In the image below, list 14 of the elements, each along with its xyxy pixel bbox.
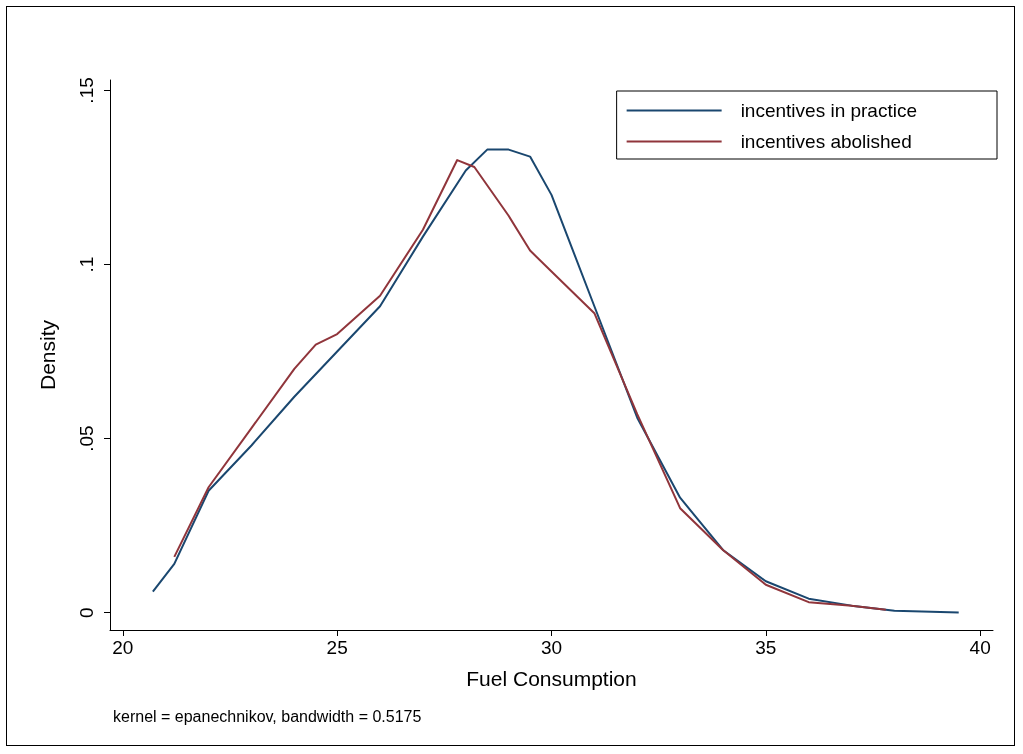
x-tick-label: 25 (326, 637, 348, 658)
x-tick-label: 40 (969, 637, 991, 658)
legend-label: incentives abolished (740, 131, 912, 152)
y-tick-label: .1 (76, 256, 97, 273)
y-axis-title: Density (36, 319, 59, 391)
x-tick-label: 35 (755, 637, 777, 658)
legend-label: incentives in practice (740, 100, 918, 121)
y-tick-label: .05 (76, 425, 97, 452)
x-tick-label: 20 (112, 637, 134, 658)
y-tick-label: 0 (76, 607, 97, 618)
x-axis-title: Fuel Consumption (466, 667, 637, 690)
x-tick-label: 30 (540, 637, 563, 658)
text: kernel = epanechnikov, bandwidth = 0.5175 (113, 707, 422, 725)
y-tick-label: .15 (76, 77, 97, 104)
